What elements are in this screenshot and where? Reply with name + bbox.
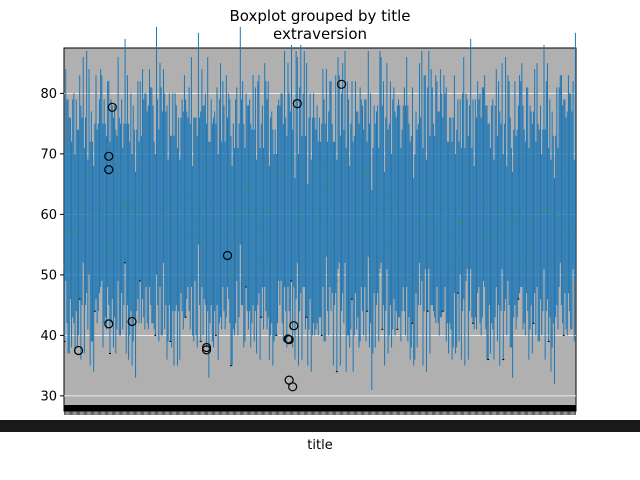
box-group-286 — [396, 105, 399, 330]
outlier-0 — [73, 345, 84, 356]
plot-area — [63, 47, 577, 412]
outlier-3 — [107, 102, 117, 112]
box-group-364 — [487, 123, 490, 361]
y-tick-label-70: 70 — [40, 147, 57, 162]
outlier-10 — [284, 335, 294, 345]
outlier-2 — [104, 165, 114, 175]
x-axis-band — [64, 405, 576, 411]
chart-title: Boxplot grouped by title — [230, 7, 411, 25]
outlier-6 — [201, 342, 212, 353]
y-tick-label-50: 50 — [40, 268, 57, 283]
y-tick-label-30: 30 — [40, 389, 57, 404]
y-tick-label-80: 80 — [40, 87, 57, 102]
outlier-4 — [104, 319, 114, 329]
outlier-8 — [222, 250, 233, 261]
box-group-26 — [93, 123, 96, 312]
outlier-layer — [73, 79, 347, 392]
box-group-260 — [366, 141, 369, 312]
box-group-182 — [275, 153, 278, 336]
box-group-416 — [547, 147, 550, 342]
box-group-234 — [335, 159, 339, 373]
x-axis-label: title — [307, 438, 332, 453]
outlier-1 — [104, 151, 114, 161]
box-group-104 — [184, 99, 187, 318]
outlier-13 — [289, 321, 299, 331]
y-axis-ticks: 30 40 50 60 70 80 — [40, 87, 64, 404]
outlier-7 — [201, 345, 212, 355]
x-tick-label-band — [0, 420, 640, 432]
outlier-14 — [292, 99, 302, 109]
box-layer — [63, 26, 576, 390]
box-group-377 — [502, 153, 505, 361]
outlier-12 — [288, 382, 298, 392]
box-group-169 — [260, 123, 263, 318]
chart-subtitle: extraversion — [273, 25, 367, 43]
box-group-403 — [532, 111, 535, 324]
outlier-5 — [127, 316, 137, 327]
box-group-130 — [214, 123, 217, 336]
y-tick-label-60: 60 — [40, 208, 57, 223]
box-group-221 — [320, 123, 323, 336]
outlier-15 — [336, 79, 347, 89]
box-group-270 — [377, 147, 381, 342]
y-tick-label-40: 40 — [40, 329, 57, 344]
x-axis-ticks — [0, 405, 640, 432]
